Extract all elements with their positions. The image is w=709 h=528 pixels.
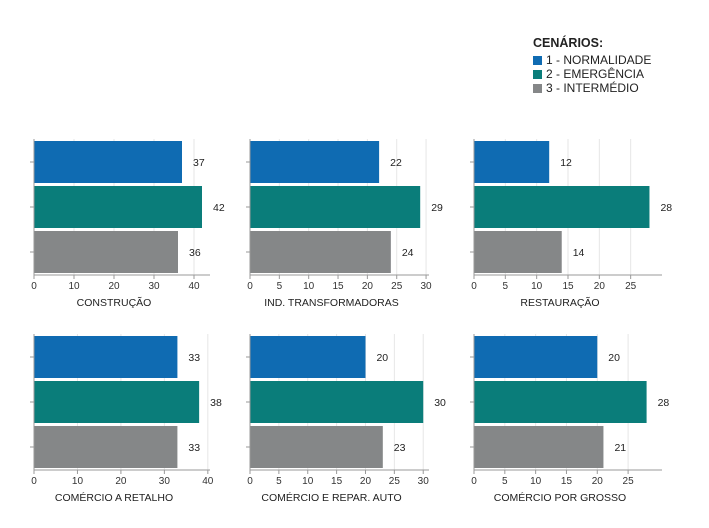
x-tick-label: 15 <box>332 281 344 292</box>
bar-value-label: 12 <box>560 157 572 169</box>
chart-panel: 20 30 23 0 5 10 15 20 25 30 COMÉRCIO E REPAR. AUTO <box>246 334 446 504</box>
x-tick-label: 30 <box>418 476 430 487</box>
bar <box>474 426 604 468</box>
bar-value-label: 20 <box>376 352 388 364</box>
chart-category-title: RESTAURAÇÃO <box>520 296 599 309</box>
x-tick-label: 40 <box>202 476 214 487</box>
x-tick-label: 0 <box>31 281 37 292</box>
x-tick-label: 0 <box>247 281 253 292</box>
chart-panel: 22 29 24 0 5 10 15 20 25 30 IND. TRANSFORMADORAS <box>246 139 443 309</box>
chart-category-title: IND. TRANSFORMADORAS <box>264 297 399 309</box>
legend-item-intermedio: 3 - INTERMÉDIO <box>533 81 651 95</box>
legend-label: 3 - INTERMÉDIO <box>546 81 639 95</box>
bar-value-label: 22 <box>390 157 402 169</box>
bar-value-label: 38 <box>210 397 222 409</box>
x-tick-label: 10 <box>303 281 315 292</box>
legend-title: CENÁRIOS: <box>533 36 604 50</box>
chart-panel: 33 38 33 0 10 20 30 40 COMÉRCIO A RETALHO <box>30 334 222 504</box>
bar <box>34 426 178 468</box>
x-tick-label: 20 <box>360 476 372 487</box>
x-tick-label: 10 <box>530 476 542 487</box>
chart-category-title: COMÉRCIO A RETALHO <box>55 491 173 504</box>
bar-value-label: 23 <box>394 442 406 454</box>
chart-category-title: CONSTRUÇÃO <box>77 296 152 309</box>
x-tick-label: 20 <box>108 281 120 292</box>
bar-value-label: 24 <box>402 247 414 259</box>
chart-panel: 37 42 36 0 10 20 30 40 CONSTRUÇÃO <box>30 139 225 309</box>
legend-item-emergencia: 2 - EMERGÊNCIA <box>533 67 651 81</box>
bar-value-label: 42 <box>213 202 225 214</box>
bar <box>250 231 391 273</box>
legend-swatch <box>533 55 542 65</box>
x-tick-label: 0 <box>31 476 37 487</box>
x-tick-label: 20 <box>362 281 374 292</box>
x-tick-label: 5 <box>277 281 283 292</box>
x-tick-label: 15 <box>562 281 574 292</box>
x-tick-label: 30 <box>159 476 171 487</box>
bar <box>474 231 562 273</box>
x-tick-label: 30 <box>148 281 160 292</box>
x-tick-label: 5 <box>503 281 509 292</box>
bar <box>34 336 178 378</box>
x-tick-label: 5 <box>502 476 508 487</box>
chart-panel: 12 28 14 0 5 10 15 20 25 RESTAURAÇÃO <box>470 139 672 309</box>
chart-panel: 20 28 21 0 5 10 15 20 25 COMÉRCIO POR GROSSO <box>470 334 669 504</box>
bar <box>474 381 647 423</box>
x-tick-label: 20 <box>115 476 127 487</box>
legend-label: 1 - NORMALIDADE <box>546 53 652 67</box>
bar <box>474 336 598 378</box>
x-tick-label: 10 <box>531 281 543 292</box>
bar-value-label: 14 <box>573 247 585 259</box>
bar <box>34 141 182 183</box>
x-tick-label: 10 <box>68 281 80 292</box>
x-tick-label: 10 <box>302 476 314 487</box>
bar-value-label: 28 <box>660 202 672 214</box>
bar-value-label: 33 <box>188 352 200 364</box>
legend-item-normalidade: 1 - NORMALIDADE <box>533 53 651 67</box>
x-tick-label: 0 <box>471 476 477 487</box>
bar <box>34 231 178 273</box>
x-tick-label: 15 <box>561 476 573 487</box>
legend-swatch <box>533 69 542 79</box>
bar-value-label: 21 <box>614 442 626 454</box>
legend: CENÁRIOS: 1 - NORMALIDADE 2 - EMERGÊNCIA… <box>533 36 651 95</box>
bar <box>250 426 383 468</box>
x-tick-label: 10 <box>72 476 84 487</box>
bar-value-label: 37 <box>193 157 205 169</box>
bar <box>34 186 202 228</box>
legend-label: 2 - EMERGÊNCIA <box>546 67 645 81</box>
bar <box>474 186 650 228</box>
bar-value-label: 28 <box>658 397 670 409</box>
legend-swatch <box>533 83 542 93</box>
x-tick-label: 0 <box>471 281 477 292</box>
bar <box>250 141 380 183</box>
bar <box>250 381 424 423</box>
x-tick-label: 20 <box>592 476 604 487</box>
bar-value-label: 33 <box>188 442 200 454</box>
chart-category-title: COMÉRCIO POR GROSSO <box>494 491 626 504</box>
x-tick-label: 25 <box>623 476 635 487</box>
x-tick-label: 0 <box>247 476 253 487</box>
bar <box>250 336 366 378</box>
chart-category-title: COMÉRCIO E REPAR. AUTO <box>261 491 401 504</box>
bar <box>474 141 550 183</box>
bar-value-label: 30 <box>434 397 446 409</box>
bar <box>250 186 421 228</box>
bar-value-label: 36 <box>189 247 201 259</box>
x-tick-label: 5 <box>276 476 282 487</box>
x-tick-label: 25 <box>389 476 401 487</box>
x-tick-label: 30 <box>421 281 433 292</box>
x-tick-label: 25 <box>625 281 637 292</box>
x-tick-label: 20 <box>594 281 606 292</box>
bar-value-label: 29 <box>431 202 443 214</box>
bar <box>34 381 200 423</box>
x-tick-label: 25 <box>391 281 403 292</box>
x-tick-label: 15 <box>331 476 343 487</box>
x-tick-label: 40 <box>188 281 200 292</box>
bar-value-label: 20 <box>608 352 620 364</box>
